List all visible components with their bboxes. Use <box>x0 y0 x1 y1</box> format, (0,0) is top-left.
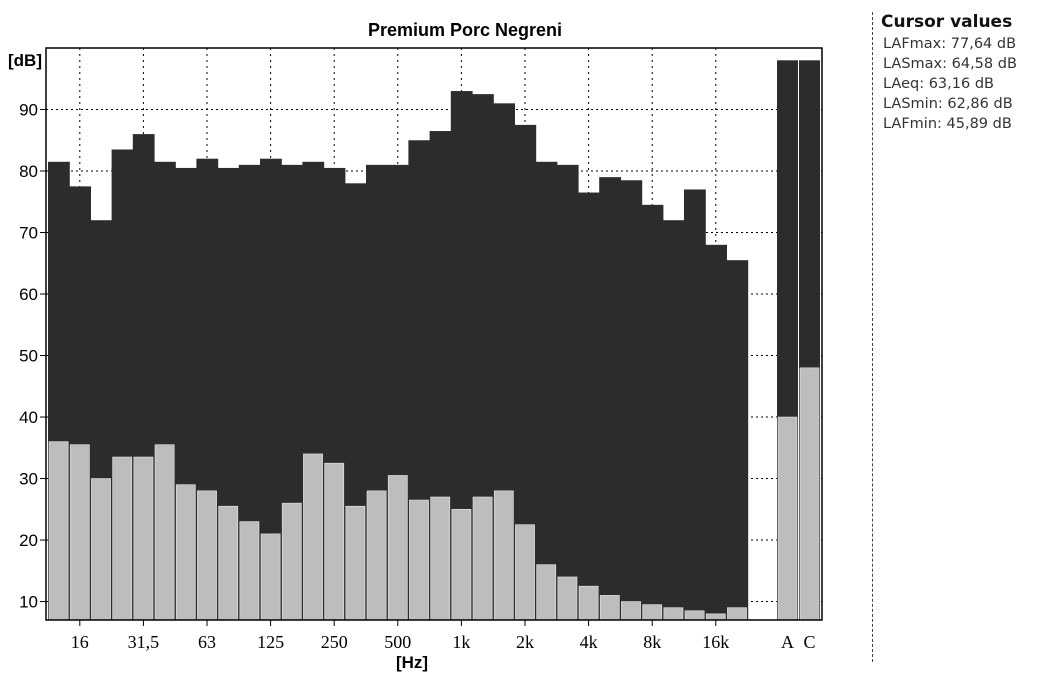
max-bar <box>641 204 664 620</box>
y-tick-label: 50 <box>19 347 38 366</box>
cursor-value-lafmin: LAFmin: 45,89 dB <box>883 116 1012 132</box>
y-tick-label: 10 <box>19 593 38 612</box>
min-bar <box>48 441 69 621</box>
y-tick-label: 90 <box>19 101 38 120</box>
y-tick-label: 40 <box>19 408 38 427</box>
cursor-values-panel: Cursor values LAFmax: 77,64 dB LASmax: 6… <box>872 12 1048 662</box>
min-bar <box>218 505 239 621</box>
x-tick-label: 125 <box>257 632 284 652</box>
max-bar <box>662 220 685 620</box>
max-bar <box>472 94 494 621</box>
min-bar <box>133 456 154 621</box>
plot-frame <box>45 47 823 621</box>
x-tick-label: 1k <box>452 632 470 652</box>
cursor-values-title: Cursor values <box>881 12 1013 32</box>
min-bar <box>239 521 260 621</box>
min-bar <box>578 585 599 621</box>
cursor-value-lasmin: LASmin: 62,86 dB <box>883 96 1013 112</box>
spectrum-chart: Premium Porc Negreni [dB] [Hz] 10 20 30 40 5… <box>8 20 823 672</box>
max-bar <box>620 180 643 620</box>
max-bar <box>726 260 749 620</box>
min-bar <box>112 456 133 621</box>
max-bar <box>599 177 621 620</box>
x-tick-labels: 16 31,5 63 125 250 500 1k 2k 4k 8k 16k <box>71 620 729 652</box>
max-bar <box>450 91 473 620</box>
min-bar <box>281 502 302 621</box>
cursor-value-lasmax: LASmax: 64,58 dB <box>883 56 1017 72</box>
weighted-min-bar <box>777 416 798 621</box>
min-bar <box>324 462 345 621</box>
min-bar <box>599 595 620 621</box>
min-bar <box>472 496 493 621</box>
weighted-bars <box>777 60 820 621</box>
min-bar <box>727 607 747 621</box>
x-tick-label: 16 <box>71 632 89 652</box>
max-bar <box>705 244 727 620</box>
y-tick-label: 20 <box>19 531 38 550</box>
x-tick-label: 63 <box>198 632 216 652</box>
max-bar <box>578 192 600 620</box>
x-tick-label: 500 <box>384 632 411 652</box>
max-bar <box>684 189 706 620</box>
y-tick-label: 80 <box>19 162 38 181</box>
y-axis-label: [dB] <box>8 51 42 70</box>
y-tick-label: 60 <box>19 285 38 304</box>
min-bar <box>705 613 726 621</box>
min-bar <box>642 604 663 621</box>
x-tick-label: 31,5 <box>128 632 160 652</box>
min-bar <box>663 607 684 621</box>
cursor-value-lafmax: LAFmax: 77,64 dB <box>883 36 1017 52</box>
chart-title: Premium Porc Negreni <box>368 20 562 40</box>
max-bar <box>535 161 558 620</box>
min-bar <box>409 499 429 621</box>
min-bar <box>515 524 535 621</box>
max-bar <box>556 164 579 620</box>
min-bar <box>154 444 175 621</box>
cursor-value-laeq: LAeq: 63,16 dB <box>883 76 994 92</box>
min-bar <box>493 490 514 621</box>
min-bar <box>451 508 472 621</box>
min-bar <box>69 444 90 621</box>
weighted-tick-label: A <box>781 632 794 652</box>
x-tick-label: 4k <box>580 632 598 652</box>
x-axis-label: [Hz] <box>396 653 428 672</box>
x-tick-label: 16k <box>702 632 729 652</box>
min-bar <box>260 533 281 621</box>
weighted-tick-label: C <box>803 632 815 652</box>
max-bar <box>260 158 282 621</box>
max-bar <box>238 164 261 620</box>
y-tick-label: 70 <box>19 224 38 243</box>
min-bar <box>557 576 578 621</box>
min-bar <box>345 505 366 621</box>
min-bar <box>621 601 641 621</box>
min-bar <box>366 490 387 621</box>
min-bar <box>303 453 323 621</box>
min-bar <box>430 496 451 621</box>
min-bar <box>197 490 217 621</box>
weighted-min-bar <box>799 367 820 621</box>
x-tick-label: 2k <box>516 632 534 652</box>
x-tick-label: 8k <box>643 632 661 652</box>
min-bar <box>684 610 705 621</box>
min-bar <box>387 475 408 621</box>
min-bar <box>91 478 111 621</box>
x-tick-label: 250 <box>321 632 348 652</box>
min-bar <box>536 564 557 621</box>
min-bar <box>175 484 196 621</box>
max-bar <box>514 124 537 621</box>
y-tick-labels: 10 20 30 40 50 60 70 80 90 <box>19 101 46 612</box>
y-tick-label: 30 <box>19 470 38 489</box>
